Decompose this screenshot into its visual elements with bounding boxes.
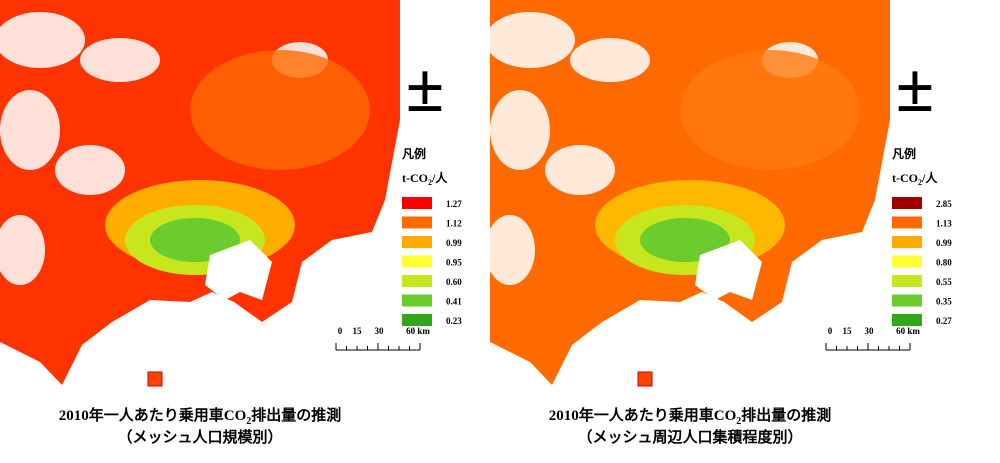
legend-swatch bbox=[892, 294, 922, 307]
scale-label: 60 km bbox=[406, 326, 430, 336]
legend-unit-part: 2 bbox=[918, 178, 922, 187]
legend-label: 0.23 bbox=[446, 316, 462, 326]
legend-label: 0.95 bbox=[446, 258, 462, 268]
green-area bbox=[150, 218, 240, 262]
blank-area bbox=[55, 145, 125, 195]
blank-area bbox=[490, 90, 550, 170]
legend-swatch bbox=[892, 314, 922, 326]
bay bbox=[695, 240, 762, 300]
caption-part: 2010年一人あたり乗用車CO bbox=[549, 406, 737, 424]
legend-swatch bbox=[892, 216, 922, 229]
legend-swatch bbox=[402, 314, 432, 326]
blank-area bbox=[485, 215, 535, 285]
orange-area bbox=[680, 50, 860, 170]
blank-area bbox=[0, 215, 45, 285]
legend-label: 0.80 bbox=[936, 258, 952, 268]
legend-label: 0.99 bbox=[936, 238, 952, 248]
island bbox=[637, 371, 653, 387]
legend-swatch bbox=[892, 255, 922, 268]
legend-swatch bbox=[892, 197, 922, 209]
legend-title: 凡例 bbox=[892, 146, 916, 161]
legend-label: 0.41 bbox=[446, 297, 462, 307]
legend-swatch bbox=[892, 236, 922, 248]
green-area bbox=[640, 218, 730, 262]
scale-label: 30 bbox=[375, 326, 385, 336]
scale-label: 30 bbox=[865, 326, 875, 336]
map bbox=[0, 0, 400, 387]
caption-part: 2 bbox=[246, 416, 251, 427]
legend-unit-part: t-CO bbox=[402, 171, 428, 185]
blank-area bbox=[0, 90, 60, 170]
map bbox=[485, 0, 890, 387]
scale-label: 60 km bbox=[896, 326, 920, 336]
legend-unit: t-CO2/人 bbox=[402, 170, 448, 187]
legend-swatch bbox=[402, 275, 432, 287]
scale-label: 0 bbox=[828, 326, 833, 336]
blank-area bbox=[545, 145, 615, 195]
scale-label: 15 bbox=[843, 326, 853, 336]
scale-label: 15 bbox=[353, 326, 363, 336]
legend-label: 0.27 bbox=[936, 316, 952, 326]
legend-unit-part: t-CO bbox=[892, 171, 918, 185]
caption-line: （メッシュ人口規模別） bbox=[117, 428, 282, 446]
legend-label: 1.13 bbox=[936, 219, 952, 229]
legend-label: 2.85 bbox=[936, 199, 952, 209]
island bbox=[147, 371, 163, 387]
legend-swatch bbox=[892, 275, 922, 287]
map-panel: ±凡例t-CO2/人1.271.120.990.950.600.410.230 1… bbox=[0, 0, 462, 446]
legend-unit: t-CO2/人 bbox=[892, 170, 938, 187]
north-arrow: ± bbox=[896, 50, 934, 127]
legend-label: 0.60 bbox=[446, 277, 462, 287]
legend-unit-part: 2 bbox=[428, 178, 432, 187]
caption-part: 2 bbox=[736, 416, 741, 427]
caption-part: 2010年一人あたり乗用車CO bbox=[59, 406, 247, 424]
caption-line: （メッシュ周辺人口集積程度別） bbox=[577, 428, 802, 446]
legend-label: 1.12 bbox=[446, 219, 462, 229]
legend-swatch bbox=[402, 216, 432, 229]
legend-title: 凡例 bbox=[402, 146, 426, 161]
caption-line: 2010年一人あたり乗用車CO2排出量の推測 bbox=[549, 406, 832, 427]
legend-swatch bbox=[402, 197, 432, 209]
legend-unit-part: /人 bbox=[431, 170, 448, 185]
map-panel: ±凡例t-CO2/人2.851.130.990.800.550.350.270 1… bbox=[485, 0, 952, 446]
legend-label: 1.27 bbox=[446, 199, 462, 209]
panels: ±凡例t-CO2/人1.271.120.990.950.600.410.230 1… bbox=[0, 0, 952, 446]
legend-swatch bbox=[402, 236, 432, 248]
legend-unit-part: /人 bbox=[921, 170, 938, 185]
scale-label: 0 bbox=[338, 326, 343, 336]
caption-line: 2010年一人あたり乗用車CO2排出量の推測 bbox=[59, 406, 342, 427]
legend-label: 0.99 bbox=[446, 238, 462, 248]
caption-part: 排出量の推測 bbox=[251, 406, 341, 424]
legend-swatch bbox=[402, 255, 432, 268]
blank-area bbox=[80, 38, 160, 82]
bay bbox=[205, 240, 272, 300]
north-arrow: ± bbox=[406, 50, 444, 127]
blank-area bbox=[570, 38, 650, 82]
blank-area bbox=[0, 12, 85, 68]
legend-swatch bbox=[402, 294, 432, 307]
legend-label: 0.35 bbox=[936, 297, 952, 307]
legend-label: 0.55 bbox=[936, 277, 952, 287]
orange-area bbox=[190, 50, 370, 170]
blank-area bbox=[485, 12, 575, 68]
caption-part: 排出量の推測 bbox=[741, 406, 831, 424]
